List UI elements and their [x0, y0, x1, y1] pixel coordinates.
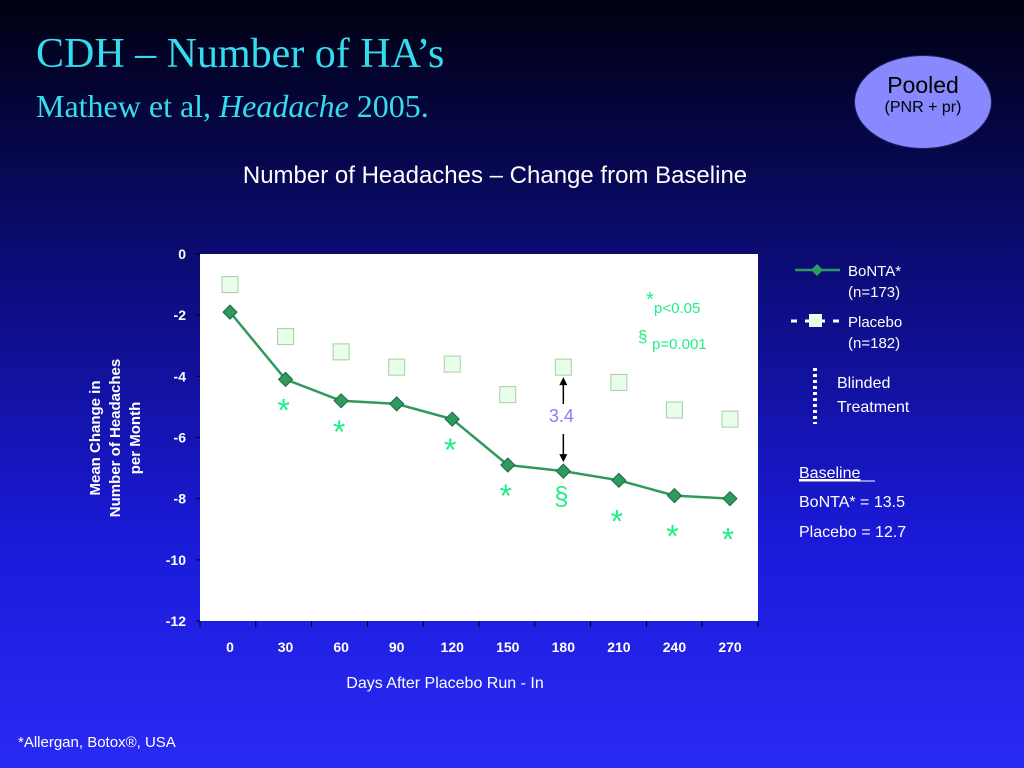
- y-tick-label: 0: [178, 246, 186, 262]
- placebo-point: [277, 328, 295, 346]
- baseline-bonta: BoNTA* = 13.5: [799, 494, 905, 511]
- bonta-point: [611, 472, 627, 489]
- bonta-point: [277, 371, 294, 388]
- y-axis-title-line: Mean Change in: [87, 380, 104, 495]
- sig-key-section-symbol: §: [638, 327, 647, 346]
- chart-title: Number of Headaches – Change from Baseli…: [242, 162, 748, 189]
- y-tick-label: -4: [174, 368, 187, 384]
- arrowhead-down: [559, 454, 568, 463]
- bonta-point: [500, 457, 516, 473]
- legend-placebo-n: (n=182): [848, 335, 900, 352]
- tick-marks: [196, 253, 759, 627]
- placebo-line: [228, 283, 731, 421]
- difference-label: 3.4: [549, 406, 574, 426]
- y-tick-label: -2: [174, 307, 187, 323]
- legend-placebo-label: Placebo: [848, 314, 902, 331]
- bonta-point: [666, 487, 683, 504]
- sig-key-star-label: p<0.05: [654, 300, 700, 317]
- x-tick-label: 90: [389, 639, 405, 655]
- subtitle-author: Mathew et al,: [36, 88, 220, 124]
- legend-blinded-label-2: Treatment: [837, 399, 910, 416]
- placebo-point: [665, 401, 683, 419]
- significance-asterisk: *: [611, 503, 623, 539]
- subtitle-year: 2005.: [348, 88, 429, 124]
- x-tick-label: 210: [607, 639, 631, 655]
- significance-asterisk: *: [333, 414, 345, 450]
- y-axis-title: Mean Change in Number of Headaches per Mon…: [87, 359, 144, 517]
- y-tick-label: -12: [166, 613, 186, 629]
- placebo-point: [332, 343, 350, 361]
- legend-blinded-label-1: Blinded: [837, 375, 890, 392]
- pooled-badge: Pooled (PNR + pr): [854, 55, 992, 149]
- legend-bonta-swatch-marker: [811, 264, 823, 276]
- bonta-line: [229, 311, 731, 500]
- legend-bonta-label: BoNTA*: [848, 263, 901, 280]
- x-tick-label: 240: [663, 639, 687, 655]
- footnote: *Allergan, Botox®, USA: [18, 734, 176, 751]
- significance-asterisk: *: [722, 522, 734, 558]
- significance-asterisk: *: [500, 478, 512, 514]
- bonta-point: [388, 396, 405, 412]
- placebo-point: [610, 373, 628, 391]
- x-tick-label: 270: [718, 639, 742, 655]
- baseline-heading: Baseline: [799, 465, 860, 482]
- axis-labels: 0 -2 -4 -6 -8 -10 -12 0 30 60 90 120 150 180 210 240 270…: [87, 246, 742, 692]
- badge-line1: Pooled: [887, 72, 959, 98]
- x-tick-label: 150: [496, 639, 520, 655]
- sig-key-section-label: p=0.001: [652, 336, 707, 353]
- series-layer: [221, 276, 739, 507]
- x-axis-title: Days After Placebo Run - In: [346, 675, 543, 692]
- y-axis-title-line: per Month: [127, 402, 144, 475]
- bonta-point: [444, 411, 460, 427]
- subtitle-journal: Headache: [219, 88, 349, 124]
- significance-asterisk: *: [277, 392, 289, 428]
- legend-bonta-n: (n=173): [848, 284, 900, 301]
- arrowhead-up: [559, 377, 568, 386]
- y-tick-label: -6: [174, 430, 187, 446]
- placebo-point: [221, 276, 239, 294]
- placebo-point: [721, 410, 739, 428]
- bonta-point: [722, 490, 738, 507]
- placebo-point: [499, 386, 517, 404]
- bonta-point: [222, 304, 238, 320]
- x-tick-label: 120: [441, 639, 465, 655]
- x-tick-label: 30: [278, 639, 294, 655]
- y-axis-title-line: Number of Headaches: [107, 359, 124, 517]
- significance-asterisk: *: [444, 432, 456, 468]
- legend-placebo-swatch-marker: [809, 314, 822, 327]
- significance-section: §: [554, 481, 568, 511]
- x-tick-label: 0: [226, 639, 234, 655]
- baseline-placebo: Placebo = 12.7: [799, 524, 906, 541]
- bonta-point: [333, 393, 349, 409]
- slide-title: CDH – Number of HA’s: [36, 31, 445, 77]
- plot-area: [200, 254, 758, 621]
- placebo-point: [554, 358, 572, 376]
- placebo-point: [388, 358, 406, 376]
- y-tick-label: -8: [174, 491, 187, 507]
- placebo-point: [443, 355, 461, 373]
- annotation-layer: **** §* * *3.4* p<0.05§ p=0.001: [277, 289, 734, 558]
- y-tick-label: -10: [166, 552, 186, 568]
- sig-key-star-symbol: *: [646, 289, 654, 311]
- badge-line2: (PNR + pr): [884, 99, 962, 116]
- legend: BoNTA* (n=173) Placebo (n=182) Blinded Treatm…: [791, 263, 910, 541]
- significance-asterisk: *: [666, 519, 678, 555]
- bonta-point: [555, 463, 572, 479]
- slide-subtitle: Mathew et al, Headache 2005.: [36, 88, 429, 125]
- x-tick-label: 60: [333, 639, 349, 655]
- x-tick-label: 180: [552, 639, 576, 655]
